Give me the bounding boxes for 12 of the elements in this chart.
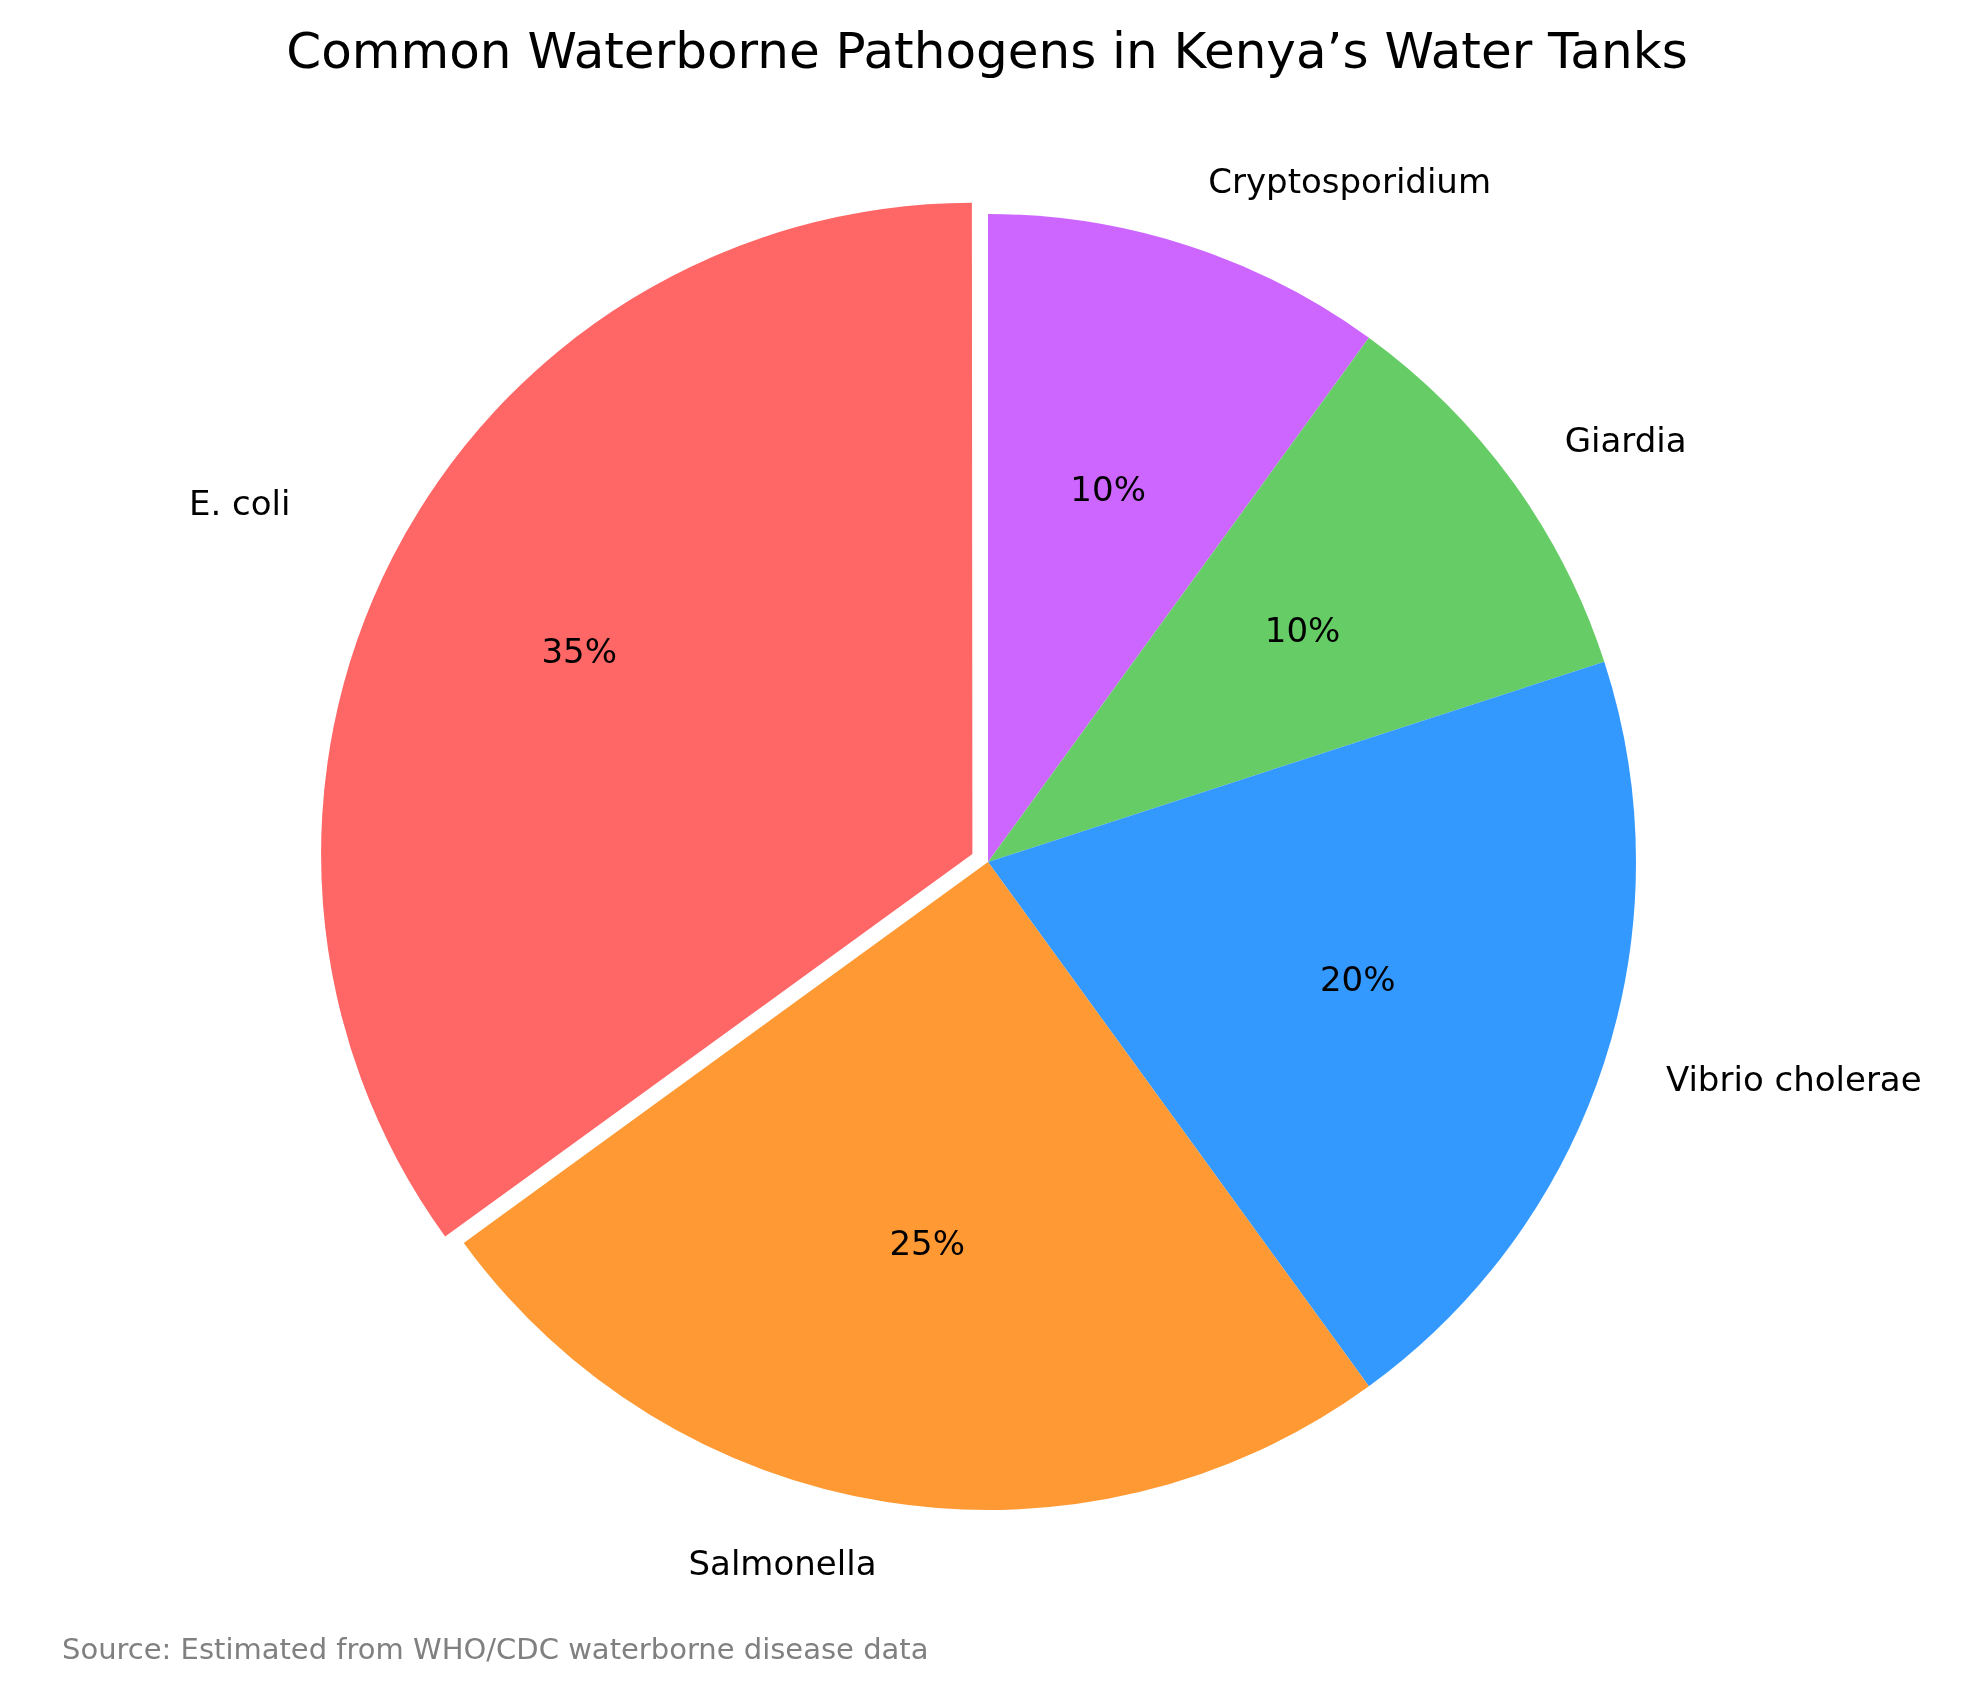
data-label: 20% bbox=[1319, 958, 1396, 999]
slice-label: Vibrio cholerae bbox=[1665, 1059, 1922, 1100]
source-note: Source: Estimated from WHO/CDC waterborne disease data bbox=[62, 1632, 929, 1666]
slice-label: E. coli bbox=[189, 483, 291, 524]
slice-label: Giardia bbox=[1564, 419, 1687, 460]
data-label: 10% bbox=[1264, 610, 1341, 651]
slice-label: Cryptosporidium bbox=[1208, 160, 1492, 201]
slice-label: Salmonella bbox=[688, 1542, 877, 1583]
data-label: 35% bbox=[541, 630, 617, 671]
data-label: 25% bbox=[889, 1222, 965, 1263]
data-label: 10% bbox=[1070, 469, 1146, 510]
chart-title: Common Waterborne Pathogens in Kenya’s Water Tanks bbox=[285, 22, 1689, 80]
